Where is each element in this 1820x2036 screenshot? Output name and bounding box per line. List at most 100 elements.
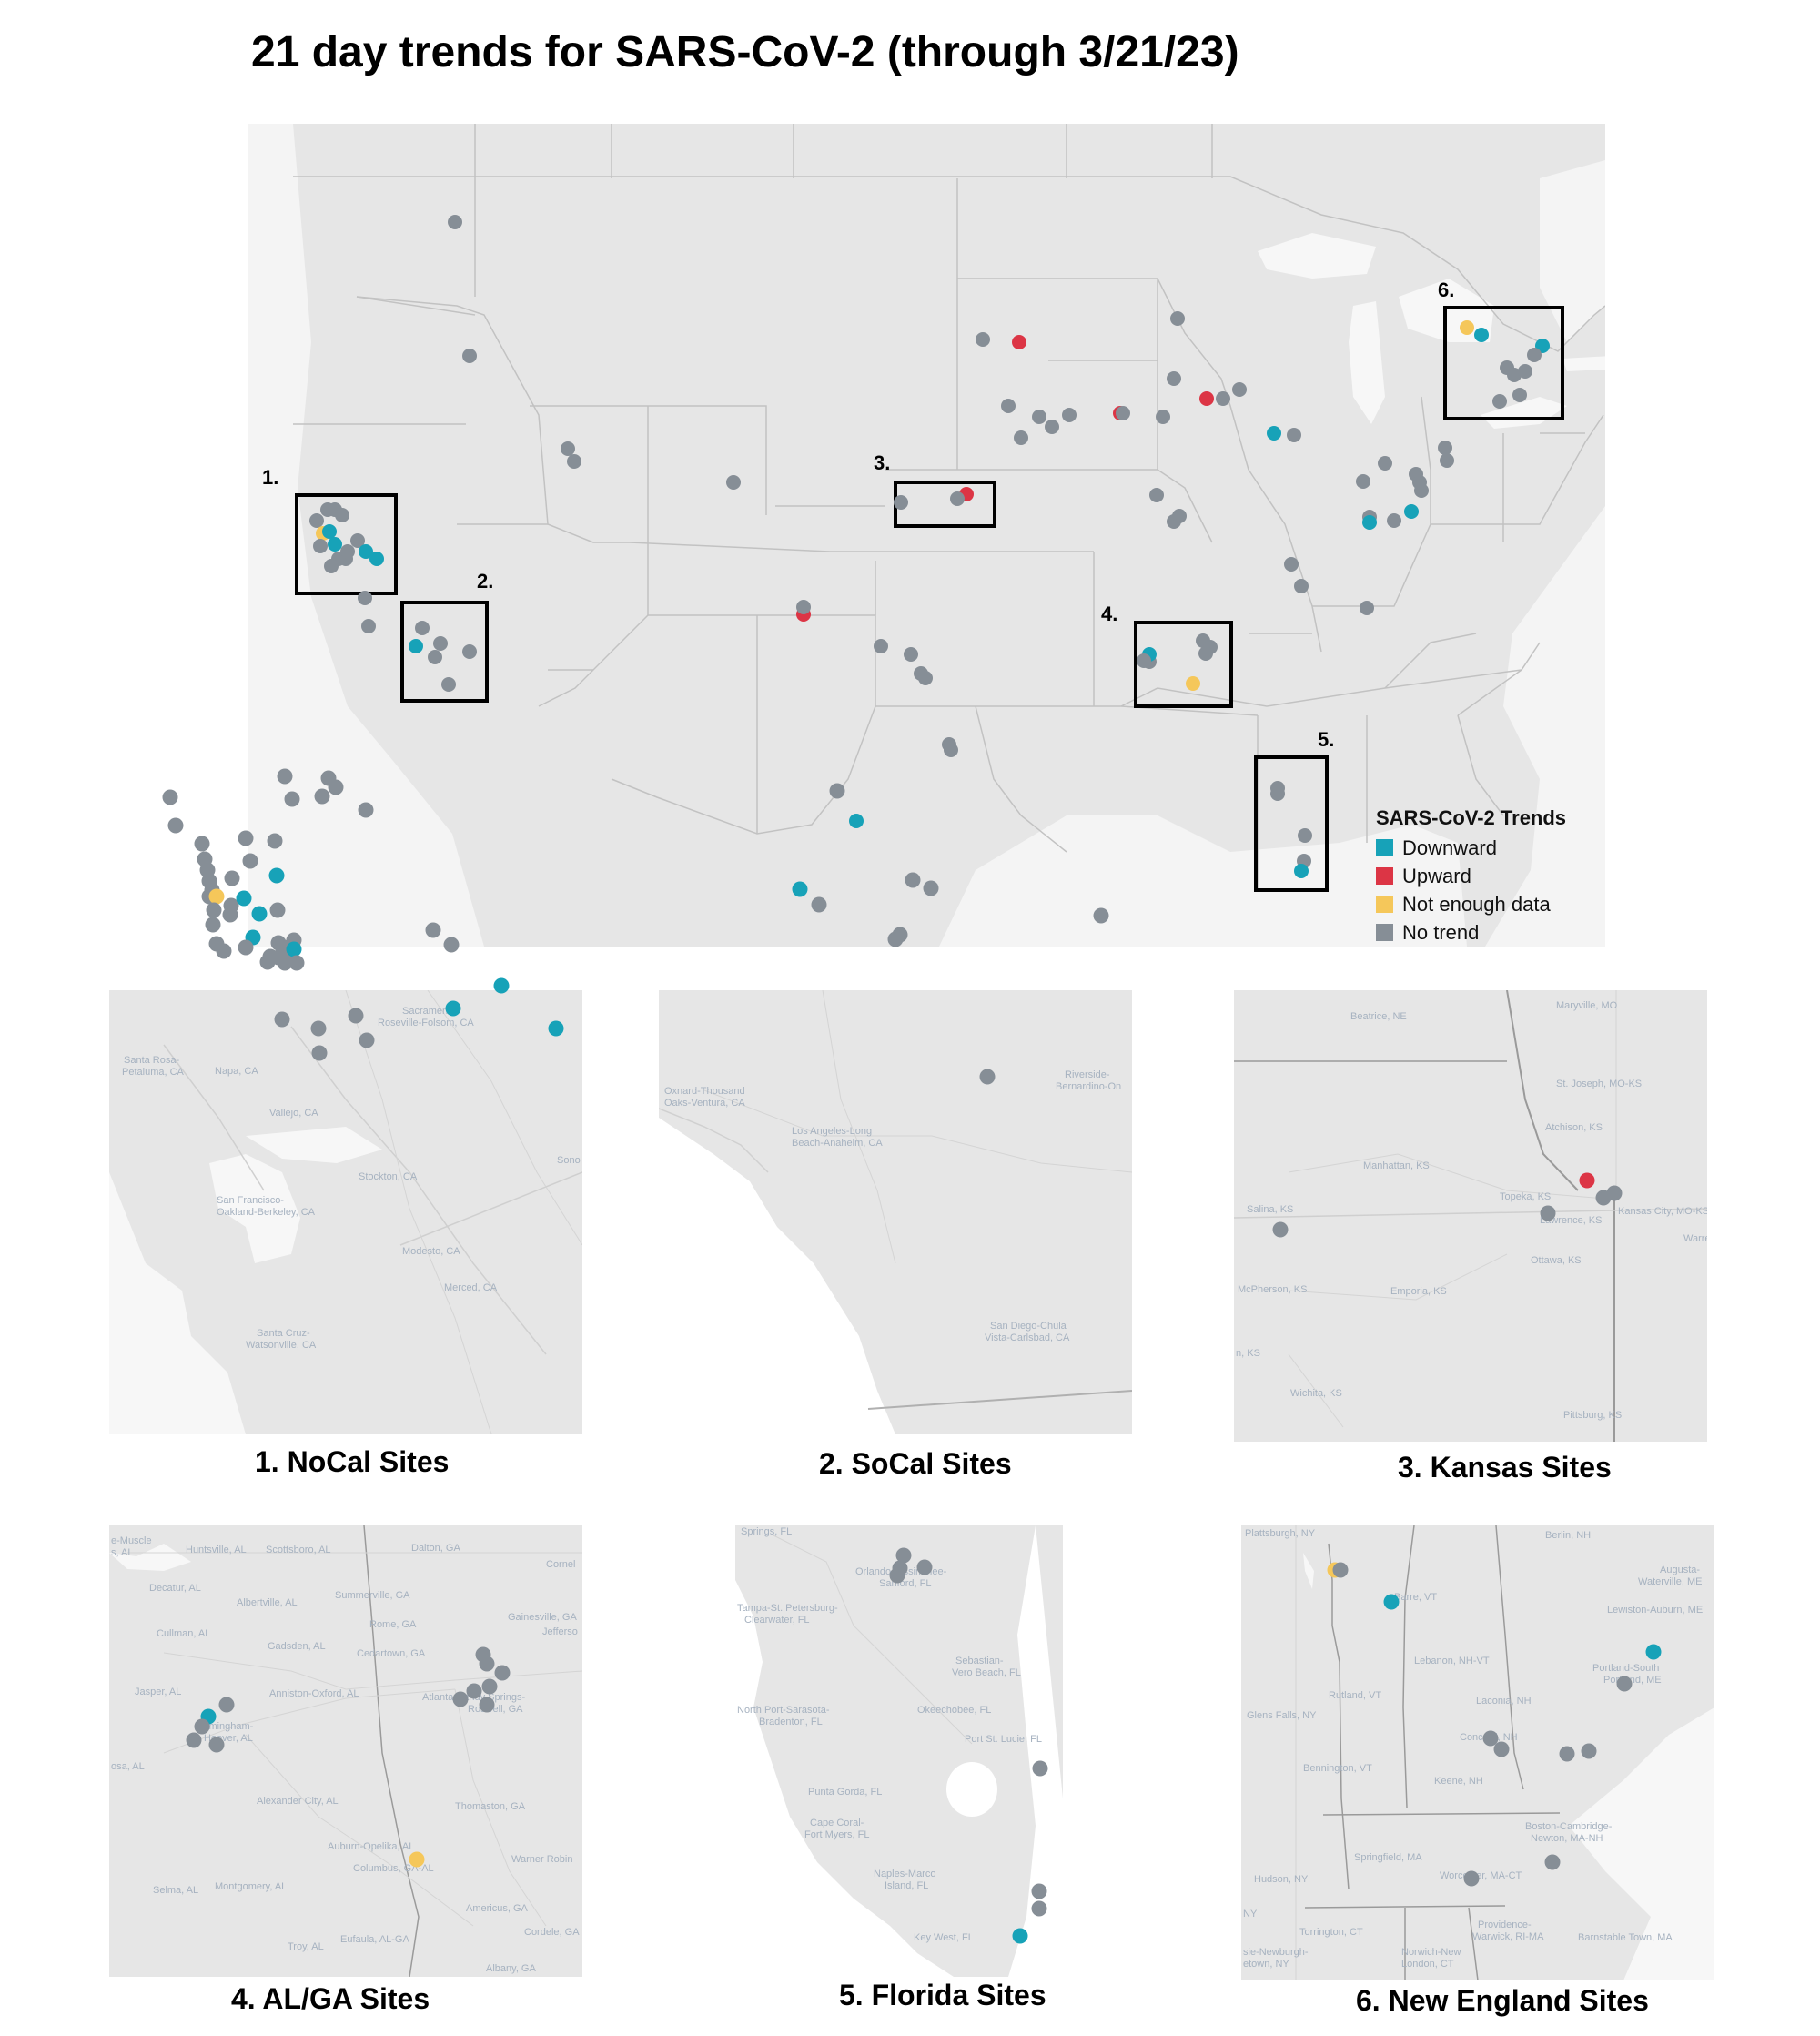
site-marker-no-trend[interactable] xyxy=(262,948,278,965)
region-box-alga[interactable] xyxy=(1134,621,1233,708)
site-marker-no-trend[interactable] xyxy=(259,954,276,970)
florida-label: Springs, FL xyxy=(741,1526,792,1537)
alga-label: Gainesville, GA xyxy=(508,1612,577,1623)
site-marker-no-trend[interactable] xyxy=(222,907,238,923)
newengland-label: Torrington, CT xyxy=(1299,1927,1363,1938)
alga-label: Warner Robin xyxy=(511,1854,572,1865)
alga-label: Albertville, AL xyxy=(237,1597,298,1608)
nocal-label: Sono xyxy=(557,1155,581,1166)
alga-basemap: e-Muscle s, AL Huntsville, AL Scottsboro… xyxy=(109,1525,582,1977)
site-marker-no-trend[interactable] xyxy=(167,817,184,834)
alga-map: e-Muscle s, AL Huntsville, AL Scottsboro… xyxy=(109,1525,582,1977)
newengland-label: Barre, VT xyxy=(1394,1592,1437,1603)
newengland-label: Lebanon, NH-VT xyxy=(1414,1656,1490,1666)
alga-label: Decatur, AL xyxy=(149,1583,201,1594)
caption-alga: 4. AL/GA Sites xyxy=(231,1982,430,2015)
newengland-label: Keene, NH xyxy=(1434,1776,1483,1787)
site-marker-no-trend[interactable] xyxy=(201,873,217,889)
nocal-label: Merced, CA xyxy=(444,1282,498,1293)
nocal-label: Santa Cruz- xyxy=(257,1328,310,1339)
florida-map: Springs, FL Orlando-Kissimmee- Sanford, … xyxy=(735,1525,1063,1977)
site-marker-no-trend[interactable] xyxy=(277,955,293,971)
newengland-label: Worcester, MA-CT xyxy=(1440,1870,1522,1881)
kansas-basemap: Beatrice, NE Maryville, MO St. Joseph, M… xyxy=(1234,990,1707,1442)
legend-swatch-downward xyxy=(1376,839,1393,856)
site-marker-no-trend[interactable] xyxy=(216,943,232,959)
legend-item-not-enough-data[interactable]: Not enough data xyxy=(1376,890,1603,918)
site-marker-no-trend[interactable] xyxy=(205,917,221,933)
site-marker-no-trend[interactable] xyxy=(194,836,210,852)
kansas-label: Ottawa, KS xyxy=(1531,1255,1582,1266)
kansas-label: Atchison, KS xyxy=(1545,1122,1603,1133)
alga-label: s, AL xyxy=(111,1547,133,1558)
alga-label: Americus, GA xyxy=(466,1903,529,1914)
florida-basemap: Springs, FL Orlando-Kissimmee- Sanford, … xyxy=(735,1525,1063,1977)
alga-label: e-Muscle xyxy=(111,1535,152,1546)
region-box-kansas[interactable] xyxy=(894,481,996,528)
alga-label: Alexander City, AL xyxy=(257,1796,339,1807)
site-marker-no-trend[interactable] xyxy=(204,882,220,898)
alga-label: Gadsden, AL xyxy=(268,1641,326,1652)
site-marker-no-trend[interactable] xyxy=(288,955,305,971)
site-marker-no-trend[interactable] xyxy=(162,789,178,805)
region-box-florida[interactable] xyxy=(1254,755,1329,892)
kansas-label: Salina, KS xyxy=(1247,1204,1293,1215)
kansas-label: St. Joseph, MO-KS xyxy=(1556,1079,1642,1089)
region-number-5: 5. xyxy=(1318,728,1335,751)
kansas-label: Warrens xyxy=(1684,1233,1707,1244)
site-marker-no-trend[interactable] xyxy=(206,902,222,918)
us-map: 1. 2. 3. 4. 5. 6. xyxy=(248,124,1605,947)
region-box-nocal[interactable] xyxy=(295,493,398,595)
site-marker-no-trend[interactable] xyxy=(208,936,225,952)
newengland-label: Rutland, VT xyxy=(1329,1690,1381,1701)
region-box-newengland[interactable] xyxy=(1443,306,1564,420)
legend-item-downward[interactable]: Downward xyxy=(1376,834,1603,862)
site-marker-no-trend[interactable] xyxy=(197,851,213,867)
newengland-label: Plattsburgh, NY xyxy=(1245,1528,1316,1539)
newengland-label: Glens Falls, NY xyxy=(1247,1710,1317,1721)
caption-newengland: 6. New England Sites xyxy=(1356,1984,1649,2017)
site-marker-no-trend[interactable] xyxy=(283,949,299,966)
nocal-label: Sacramento- xyxy=(402,1006,460,1017)
kansas-label: Wichita, KS xyxy=(1290,1388,1342,1399)
florida-label: Punta Gorda, FL xyxy=(808,1787,882,1798)
newengland-label: Waterville, ME xyxy=(1638,1576,1703,1587)
newengland-basemap: Plattsburgh, NY Berlin, NH Augusta- Wate… xyxy=(1243,1525,1714,1980)
socal-label: San Diego-Chula xyxy=(990,1321,1067,1332)
legend-label-no-trend: No trend xyxy=(1402,920,1480,944)
kansas-label: Beatrice, NE xyxy=(1350,1011,1407,1022)
site-marker-no-trend[interactable] xyxy=(270,949,287,966)
kansas-label: Pittsburg, KS xyxy=(1563,1410,1622,1421)
alga-label: Eufaula, AL-GA xyxy=(340,1934,410,1945)
legend-label-upward: Upward xyxy=(1402,864,1471,887)
legend-item-no-trend[interactable]: No trend xyxy=(1376,918,1603,947)
florida-label: Sebastian- xyxy=(956,1656,1004,1666)
site-marker-no-trend[interactable] xyxy=(199,862,216,878)
newengland-label: Warwick, RI-MA xyxy=(1472,1931,1544,1942)
florida-label: Clearwater, FL xyxy=(744,1615,810,1626)
kansas-label: Manhattan, KS xyxy=(1363,1160,1430,1171)
kansas-map: Beatrice, NE Maryville, MO St. Joseph, M… xyxy=(1234,990,1707,1442)
florida-label: Island, FL xyxy=(885,1880,928,1891)
newengland-label: Laconia, NH xyxy=(1476,1696,1532,1707)
us-map-basemap xyxy=(248,124,1605,947)
socal-label: Oxnard-Thousand xyxy=(664,1086,745,1097)
florida-label: Cape Coral- xyxy=(810,1818,864,1828)
caption-socal: 2. SoCal Sites xyxy=(819,1447,1012,1480)
newengland-map: Plattsburgh, NY Berlin, NH Augusta- Wate… xyxy=(1241,1525,1714,1980)
alga-label: osa, AL xyxy=(111,1761,145,1772)
legend-item-upward[interactable]: Upward xyxy=(1376,862,1603,890)
florida-label: Bradenton, FL xyxy=(759,1717,823,1727)
site-marker-no-trend[interactable] xyxy=(201,888,217,905)
kansas-label: McPherson, KS xyxy=(1238,1284,1307,1295)
newengland-label: sie-Newburgh- xyxy=(1243,1947,1309,1958)
site-marker-no-trend[interactable] xyxy=(224,870,240,886)
region-number-1: 1. xyxy=(262,466,279,489)
newengland-label: NY xyxy=(1243,1909,1258,1920)
nocal-label: Santa Rosa- xyxy=(124,1055,179,1066)
site-marker-not-enough-data[interactable] xyxy=(208,888,225,905)
site-marker-no-trend[interactable] xyxy=(223,897,239,914)
florida-label: Sanford, FL xyxy=(879,1578,931,1589)
region-box-socal[interactable] xyxy=(400,601,489,703)
alga-label: Thomaston, GA xyxy=(455,1801,526,1812)
